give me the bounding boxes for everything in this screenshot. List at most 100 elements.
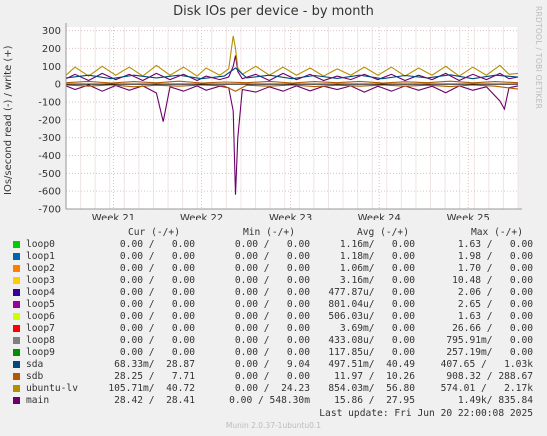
legend-swatch (13, 397, 20, 404)
legend-min-value: 0.00 / 0.00 (234, 263, 310, 274)
legend-device-name: loop4 (26, 287, 55, 298)
legend-swatch (13, 385, 20, 392)
legend-device-name: loop6 (26, 311, 55, 322)
legend-header-cur: Cur (-/+) (128, 227, 180, 238)
legend-max-value: 1.70 / 0.00 (457, 263, 533, 274)
legend-row-ubuntu-lv: ubuntu-lv 105.71m/ 40.72 0.00 / 24.23 854.0… (0, 383, 547, 395)
legend-cur-value: 0.00 / 0.00 (119, 275, 195, 286)
legend-cur-value: 0.00 / 0.00 (119, 347, 195, 358)
legend-avg-value: 506.03u/ 0.00 (328, 311, 415, 322)
legend-swatch (13, 313, 20, 320)
legend-row-loop1: loop1 0.00 / 0.00 0.00 / 0.00 1.18m/ 0.00 1.… (0, 251, 547, 263)
legend-cur-value: 0.00 / 0.00 (119, 311, 195, 322)
series-line (65, 67, 519, 80)
legend-min-value: 0.00 / 24.23 (234, 383, 310, 394)
legend-device-name: ubuntu-lv (26, 383, 78, 394)
legend-swatch (13, 337, 20, 344)
legend-min-value: 0.00 / 0.00 (234, 335, 310, 346)
legend-header-max: Max (-/+) (471, 227, 523, 238)
y-tick-label: 100 (42, 62, 61, 73)
legend-min-value: 0.00 / 0.00 (234, 299, 310, 310)
legend-device-name: main (26, 395, 50, 406)
legend-max-value: 407.65 / 1.03k (440, 359, 533, 370)
legend-avg-value: 11.97 / 10.26 (334, 371, 415, 382)
legend-max-value: 1.98 / 0.00 (457, 251, 533, 262)
legend-device-name: loop8 (26, 335, 55, 346)
last-update: Last update: Fri Jun 20 22:00:08 2025 (319, 408, 533, 419)
legend-min-value: 0.00 / 9.04 (234, 359, 310, 370)
y-tick-label: -100 (38, 97, 61, 108)
x-tick-label: Week 24 (358, 213, 401, 220)
legend-avg-value: 854.03m/ 56.80 (328, 383, 415, 394)
legend-avg-value: 801.04u/ 0.00 (328, 299, 415, 310)
x-tick-label: Week 21 (92, 213, 135, 220)
legend-cur-value: 0.00 / 0.00 (119, 299, 195, 310)
legend-max-value: 26.66 / 0.00 (452, 323, 533, 334)
legend-device-name: loop7 (26, 323, 55, 334)
legend-max-value: 1.63 / 0.00 (457, 311, 533, 322)
legend-row-loop8: loop8 0.00 / 0.00 0.00 / 0.00 433.08u/ 0.00… (0, 335, 547, 347)
legend-min-value: 0.00 / 0.00 (234, 371, 310, 382)
legend-min-value: 0.00 / 0.00 (234, 287, 310, 298)
x-tick-label: Week 23 (269, 213, 312, 220)
legend-avg-value: 117.85u/ 0.00 (328, 347, 415, 358)
legend-max-value: 908.32 / 288.67 (446, 371, 533, 382)
legend-cur-value: 68.33m/ 28.87 (114, 359, 195, 370)
plot-area (66, 27, 518, 209)
legend-swatch (13, 241, 20, 248)
munin-version: Munin 2.0.37-1ubuntu0.1 (225, 421, 322, 430)
x-tick-label: Week 22 (180, 213, 223, 220)
legend-swatch (13, 265, 20, 272)
y-tick-label: -600 (38, 187, 61, 198)
legend-device-name: loop0 (26, 239, 55, 250)
legend-min-value: 0.00 / 0.00 (234, 347, 310, 358)
legend-row-main: main 28.42 / 28.41 0.00 / 548.30m 15.86 / 2… (0, 395, 547, 407)
legend-row-loop0: loop0 0.00 / 0.00 0.00 / 0.00 1.16m/ 0.00 1.… (0, 239, 547, 251)
legend-min-value: 0.00 / 0.00 (234, 311, 310, 322)
legend-cur-value: 28.42 / 28.41 (114, 395, 195, 406)
legend-row-loop7: loop7 0.00 / 0.00 0.00 / 0.00 3.69m/ 0.00 26… (0, 323, 547, 335)
legend-device-name: sdb (26, 371, 44, 382)
legend-row-sda: sda 68.33m/ 28.87 0.00 / 9.04 497.51m/ 40.4… (0, 359, 547, 371)
legend-max-value: 1.49k/ 835.84 (457, 395, 533, 406)
legend-header-avg: Avg (-/+) (357, 227, 409, 238)
series-line (65, 80, 519, 84)
legend-swatch (13, 289, 20, 296)
legend-avg-value: 1.06m/ 0.00 (339, 263, 415, 274)
legend-swatch (13, 361, 20, 368)
legend-cur-value: 28.25 / 7.71 (114, 371, 195, 382)
legend-min-value: 0.00 / 0.00 (234, 239, 310, 250)
legend-header-min: Min (-/+) (243, 227, 295, 238)
legend-swatch (13, 277, 20, 284)
rrdtool-credit: RRDTOOL / TOBI OETIKER (534, 6, 543, 110)
chart-title: Disk IOs per device - by month (173, 4, 374, 19)
legend-device-name: loop3 (26, 275, 55, 286)
x-tick-label: Week 25 (447, 213, 490, 220)
legend-max-value: 257.19m/ 0.00 (446, 347, 533, 358)
legend-swatch (13, 253, 20, 260)
legend-device-name: loop2 (26, 263, 55, 274)
legend-row-loop5: loop5 0.00 / 0.00 0.00 / 0.00 801.04u/ 0.00… (0, 299, 547, 311)
legend-avg-value: 3.69m/ 0.00 (339, 323, 415, 334)
legend-avg-value: 1.18m/ 0.00 (339, 251, 415, 262)
legend-avg-value: 1.16m/ 0.00 (339, 239, 415, 250)
legend-swatch (13, 325, 20, 332)
legend-device-name: sda (26, 359, 44, 370)
legend-cur-value: 0.00 / 0.00 (119, 251, 195, 262)
legend-row-sdb: sdb 28.25 / 7.71 0.00 / 0.00 11.97 / 10.26 9… (0, 371, 547, 383)
legend-min-value: 0.00 / 548.30m (229, 395, 310, 406)
legend-row-loop4: loop4 0.00 / 0.00 0.00 / 0.00 477.87u/ 0.00… (0, 287, 547, 299)
legend-swatch (13, 349, 20, 356)
legend-avg-value: 433.08u/ 0.00 (328, 335, 415, 346)
legend-row-loop9: loop9 0.00 / 0.00 0.00 / 0.00 117.85u/ 0.00… (0, 347, 547, 359)
series-line (65, 84, 519, 92)
y-tick-label: -200 (38, 115, 61, 126)
legend-min-value: 0.00 / 0.00 (234, 323, 310, 334)
legend-min-value: 0.00 / 0.00 (234, 251, 310, 262)
chart-svg: -700 -600 -500 -400 -300 -200 -100 0 100 200 300 We… (38, 23, 522, 220)
legend-device-name: loop5 (26, 299, 55, 310)
legend-cur-value: 0.00 / 0.00 (119, 335, 195, 346)
legend-swatch (13, 373, 20, 380)
legend-max-value: 574.01 / 2.17k (440, 383, 533, 394)
legend-max-value: 10.48 / 0.00 (452, 275, 533, 286)
